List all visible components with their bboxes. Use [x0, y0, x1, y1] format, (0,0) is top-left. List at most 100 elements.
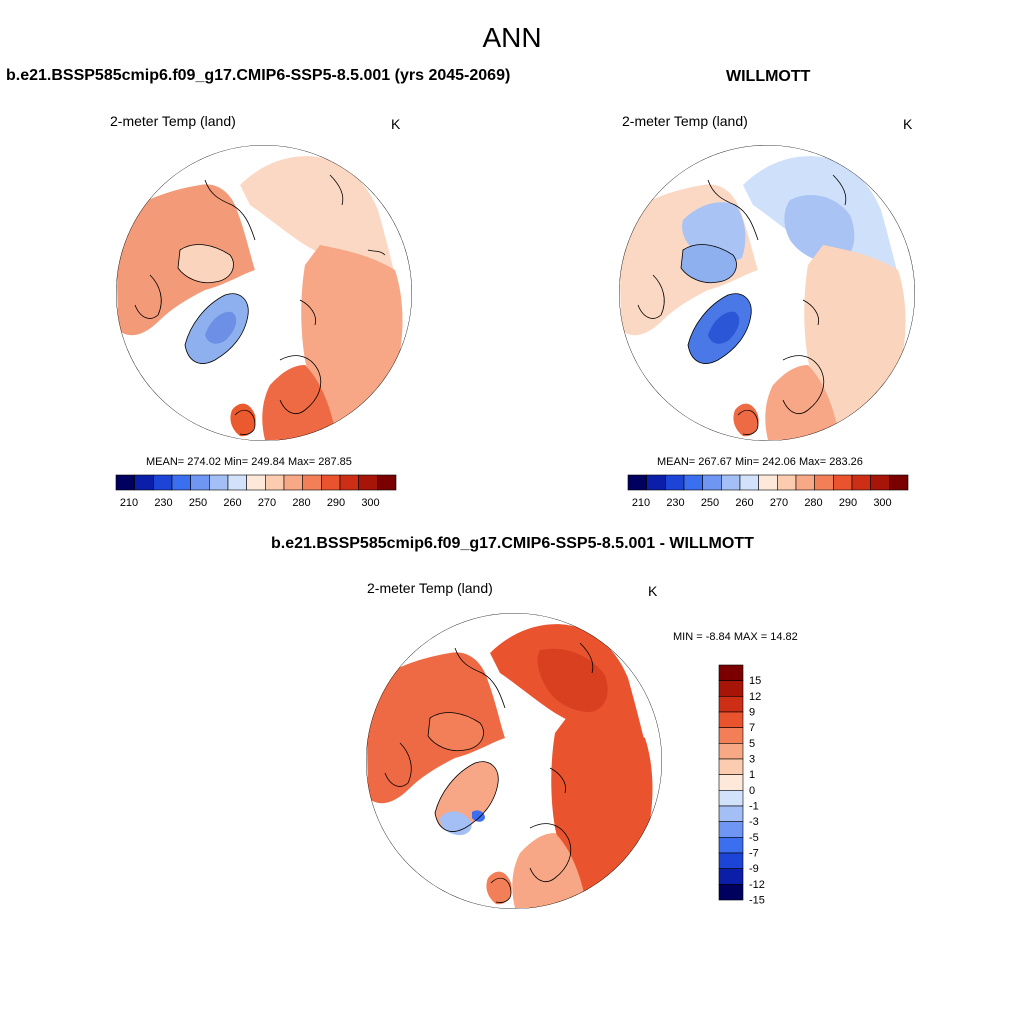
- panel2-min-label: Min=: [735, 456, 760, 468]
- panel2-colorbar-swatch: [795, 474, 815, 491]
- panel2-colorbar-swatch: [851, 474, 871, 491]
- panel3-colorbar-swatch: [718, 727, 744, 744]
- panel3-colorbar-swatch: [718, 758, 744, 775]
- panel3-map: [366, 613, 662, 909]
- panel2-variable-label: 2-meter Temp (land): [622, 113, 748, 129]
- panel1-min-value: 249.84: [251, 456, 285, 468]
- panel3-colorbar-label: -12: [749, 879, 765, 891]
- panel1-colorbar-label: 260: [223, 497, 241, 509]
- panel3-colorbar-label: 12: [749, 691, 761, 703]
- panel1-colorbar-swatch: [321, 474, 341, 491]
- panel1-colorbar-swatch: [377, 474, 397, 491]
- panel2-colorbar-label: 210: [632, 497, 650, 509]
- panel2-max-label: Max=: [798, 456, 827, 468]
- panel1-colorbar-swatch: [153, 474, 173, 491]
- panel3-title: b.e21.BSSP585cmip6.f09_g17.CMIP6-SSP5-8.…: [271, 535, 754, 552]
- panel2-colorbar-swatch: [739, 474, 759, 491]
- panel2-colorbar-label: 270: [770, 497, 788, 509]
- panel3-colorbar-label: -7: [749, 848, 759, 860]
- panel3-max-label: MAX =: [733, 631, 768, 643]
- panel3-colorbar-swatch: [718, 821, 744, 838]
- panel3-colorbar-swatch: [718, 884, 744, 901]
- panel2-colorbar-swatch: [889, 474, 909, 491]
- panel1-colorbar-swatch: [302, 474, 322, 491]
- panel1-colorbar-label: 290: [327, 497, 345, 509]
- panel1-colorbar-swatch: [227, 474, 247, 491]
- panel2-canadian-archipelago: [681, 244, 737, 283]
- panel1-max-value: 287.85: [318, 456, 352, 468]
- panel3-colorbar-label: -3: [749, 816, 759, 828]
- panel1-title: b.e21.BSSP585cmip6.f09_g17.CMIP6-SSP5-8.…: [6, 67, 511, 84]
- panel2-colorbar-swatch: [683, 474, 703, 491]
- panel3-colorbar-swatch: [718, 743, 744, 760]
- panel2-colorbar-swatch: [646, 474, 666, 491]
- panel3-colorbar-label: 5: [749, 738, 755, 750]
- panel2-min-value: 242.06: [762, 456, 796, 468]
- panel1-stats: MEAN= 274.02 Min= 249.84 Max= 287.85: [146, 456, 352, 468]
- panel2-colorbar-swatch: [758, 474, 778, 491]
- panel3-units-label: K: [648, 583, 658, 599]
- panel3-min-label: MIN =: [673, 631, 703, 643]
- panel3-colorbar-swatch: [718, 852, 744, 869]
- panel3-colorbar: 15 12 9 7 5 3 1 0 -1 -3 -5 -7 -9 -12 -15: [718, 664, 765, 907]
- panel2-colorbar-swatch: [777, 474, 797, 491]
- panel1-canadian-archipelago: [178, 244, 234, 283]
- panel3-colorbar-swatch: [718, 837, 744, 854]
- panel3-variable-label: 2-meter Temp (land): [367, 580, 493, 596]
- panel3-colorbar-label: -5: [749, 832, 759, 844]
- panel1-variable-label: 2-meter Temp (land): [110, 113, 236, 129]
- panel3-colorbar-label: -15: [749, 895, 765, 907]
- panel2-units-label: K: [903, 116, 913, 132]
- panel2-colorbar-swatch: [702, 474, 722, 491]
- panel2-colorbar-label: 280: [804, 497, 822, 509]
- panel3-colorbar-swatch: [718, 774, 744, 791]
- panel3-colorbar-swatch: [718, 868, 744, 885]
- panel2-colorbar-label: 230: [666, 497, 684, 509]
- panel3-colorbar-swatch: [718, 711, 744, 728]
- panel1-min-label: Min=: [224, 456, 249, 468]
- panel1-colorbar: 210 230 250 260 270 280 290 300: [115, 474, 397, 509]
- main-title: ANN: [482, 22, 542, 53]
- panel2-mean-label: MEAN=: [657, 456, 696, 468]
- panel1-colorbar-swatch: [246, 474, 266, 491]
- panel2-max-value: 283.26: [829, 456, 863, 468]
- panel2-colorbar-swatch: [721, 474, 741, 491]
- panel1-colorbar-swatch: [115, 474, 135, 491]
- panel3-colorbar-swatch: [718, 696, 744, 713]
- panel2-colorbar: 210 230 250 260 270 280 290 300: [627, 474, 909, 509]
- panel2-colorbar-swatch: [627, 474, 647, 491]
- panel1-colorbar-label: 280: [292, 497, 310, 509]
- panel3-stats: MIN = -8.84 MAX = 14.82: [673, 631, 798, 643]
- panel2-colorbar-label: 300: [873, 497, 891, 509]
- panel2-colorbar-swatch: [665, 474, 685, 491]
- panel2-map: [619, 145, 915, 441]
- panel1-map: [116, 145, 412, 441]
- panel1-colorbar-label: 210: [120, 497, 138, 509]
- panel3-colorbar-label: 15: [749, 675, 761, 687]
- panel3-colorbar-label: -9: [749, 863, 759, 875]
- panel1-colorbar-label: 270: [258, 497, 276, 509]
- panel2-colorbar-label: 290: [839, 497, 857, 509]
- panel1-mean-label: MEAN=: [146, 456, 185, 468]
- panel1-colorbar-swatch: [209, 474, 229, 491]
- panel3-colorbar-label: 1: [749, 769, 755, 781]
- panel1-mean-value: 274.02: [187, 456, 221, 468]
- panel1-colorbar-swatch: [134, 474, 154, 491]
- panel3-colorbar-label: 3: [749, 754, 755, 766]
- panel3-min-value: -8.84: [705, 631, 731, 643]
- panel1-colorbar-label: 250: [189, 497, 207, 509]
- panel1-colorbar-swatch: [190, 474, 210, 491]
- panel2-colorbar-label: 250: [701, 497, 719, 509]
- panel2-stats: MEAN= 267.67 Min= 242.06 Max= 283.26: [657, 456, 863, 468]
- panel2-colorbar-swatch: [833, 474, 853, 491]
- panel3-max-value: 14.82: [770, 631, 798, 643]
- panel1-colorbar-label: 230: [154, 497, 172, 509]
- panel3-colorbar-swatch: [718, 805, 744, 822]
- panel2-title: WILLMOTT: [726, 68, 811, 85]
- panel2-mean-value: 267.67: [698, 456, 732, 468]
- panel3-colorbar-swatch: [718, 680, 744, 697]
- panel3-colorbar-label: 0: [749, 785, 755, 797]
- panel1-colorbar-swatch: [265, 474, 285, 491]
- panel1-colorbar-swatch: [339, 474, 359, 491]
